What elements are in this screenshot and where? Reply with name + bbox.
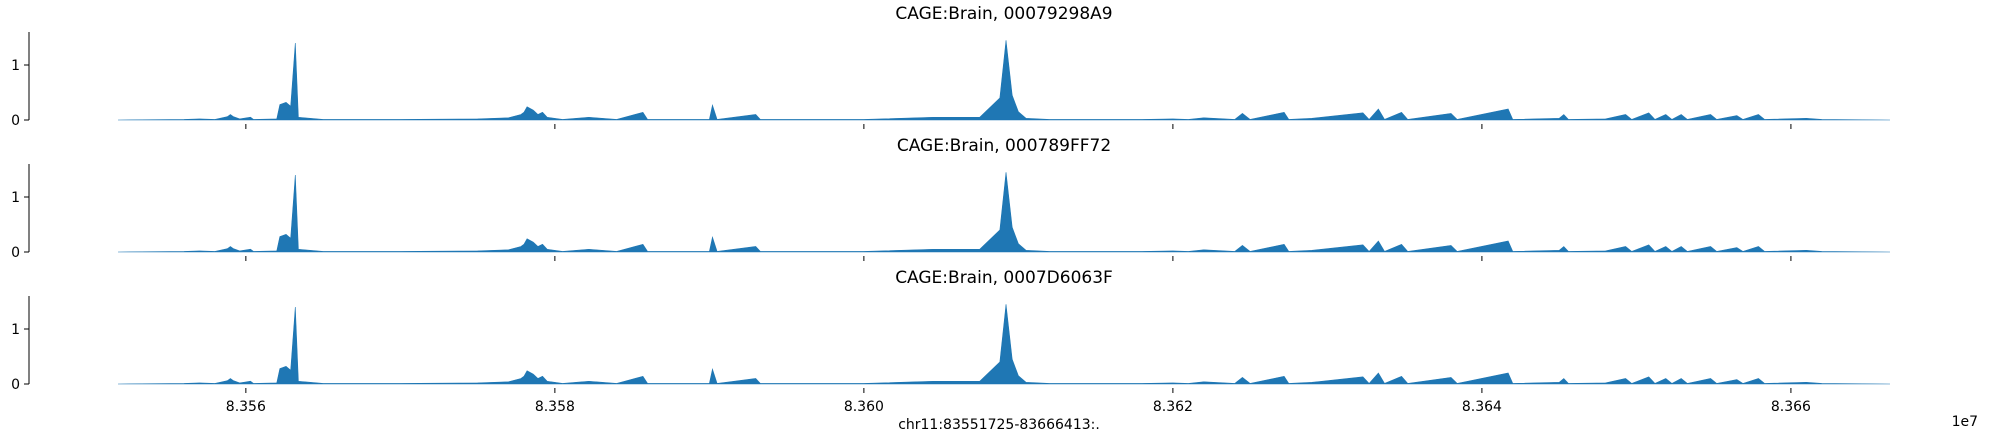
track-title-2: CAGE:Brain, 000789FF72 xyxy=(897,136,1111,156)
x-axis-label: chr11:83551725-83666413:. xyxy=(898,417,1100,433)
x-tick-label-2: 8.360 xyxy=(844,399,884,415)
x-tick-label-3: 8.362 xyxy=(1153,399,1193,415)
track-area-3 xyxy=(117,304,1891,385)
x-axis-offset-label: 1e7 xyxy=(1952,414,1978,430)
y-tick-label-3-0: 0 xyxy=(11,377,20,393)
y-tick-label-2-0: 0 xyxy=(11,245,20,261)
track-area-2 xyxy=(117,172,1891,253)
y-tick-label-1-0: 0 xyxy=(11,113,20,129)
track-title-3: CAGE:Brain, 0007D6063F xyxy=(895,268,1113,288)
y-tick-label-3-1: 1 xyxy=(11,322,20,338)
y-tick-label-1-1: 1 xyxy=(11,58,20,74)
x-tick-label-0: 8.356 xyxy=(226,399,266,415)
y-tick-label-2-1: 1 xyxy=(11,190,20,206)
x-tick-label-4: 8.364 xyxy=(1462,399,1502,415)
x-tick-label-1: 8.358 xyxy=(535,399,575,415)
track-area-1 xyxy=(117,40,1891,121)
x-tick-label-5: 8.366 xyxy=(1771,399,1811,415)
track-title-1: CAGE:Brain, 00079298A9 xyxy=(895,4,1112,24)
